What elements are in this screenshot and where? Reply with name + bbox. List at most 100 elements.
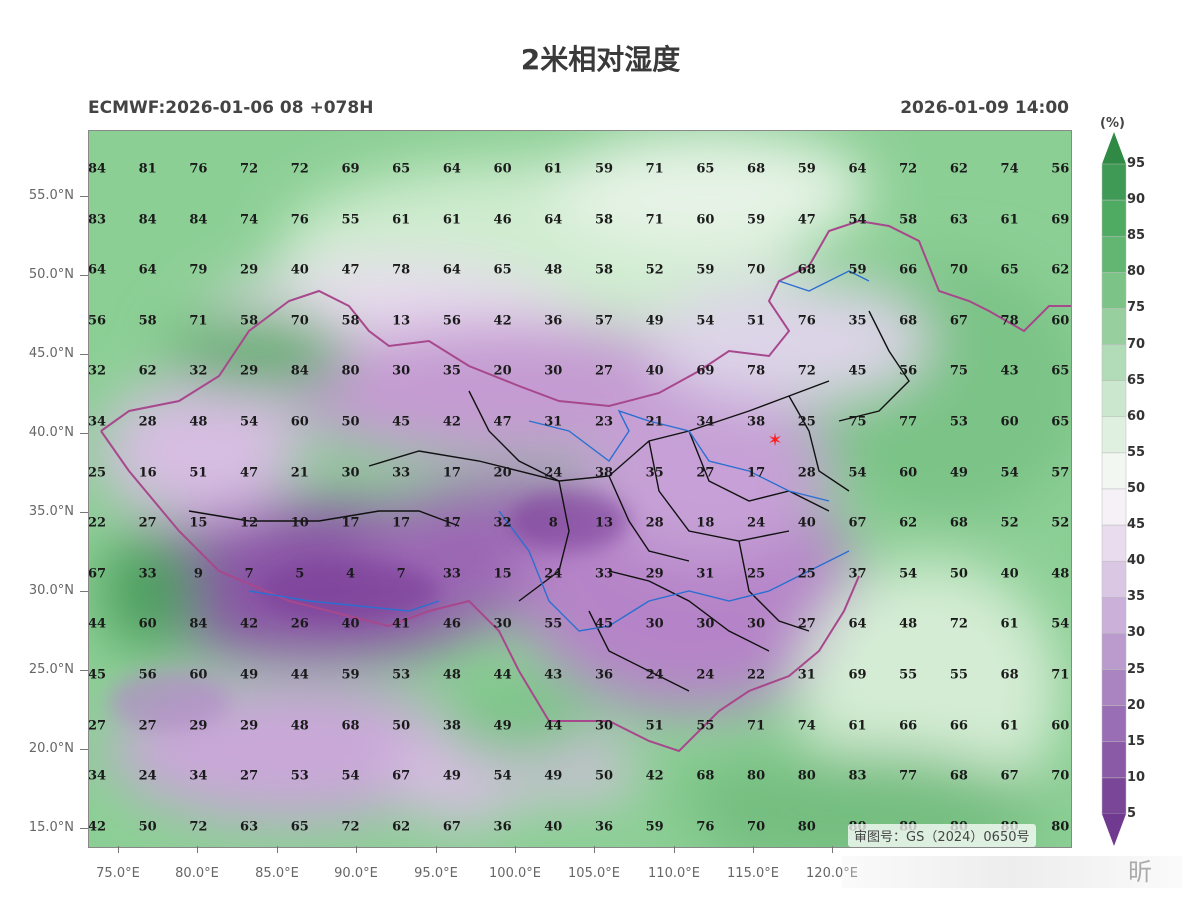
grid-value: 27 [138,718,157,734]
grid-value: 35 [848,313,867,329]
grid-value: 51 [645,718,664,734]
grid-value: 51 [747,313,766,329]
colorbar-tick-label: 90 [1127,192,1146,208]
grid-value: 31 [696,566,715,582]
grid-value: 65 [696,161,715,177]
grid-value: 69 [848,667,867,683]
grid-value: 71 [747,718,766,734]
grid-value: 64 [442,262,461,278]
grid-value: 45 [392,414,411,430]
grid-value: 17 [341,515,360,531]
grid-value: 12 [240,515,259,531]
grid-value: 13 [594,515,614,531]
colorbar-tick-label: 30 [1127,625,1146,641]
grid-value: 30 [696,616,715,632]
grid-value: 42 [493,313,512,329]
grid-value: 48 [544,262,563,278]
longitude-tick-label: 85.0°E [255,866,299,881]
grid-value: 65 [493,262,512,278]
grid-value: 65 [1000,262,1019,278]
grid-value: 30 [341,465,360,481]
longitude-tick-label: 90.0°E [334,866,378,881]
grid-value: 22 [747,667,766,683]
grid-value: 56 [442,313,461,329]
grid-value: 69 [341,161,360,177]
grid-value: 18 [696,515,715,531]
grid-value: 68 [797,262,816,278]
grid-value: 55 [696,718,715,734]
grid-value: 40 [290,262,309,278]
grid-value: 32 [88,363,107,379]
latitude-tick-mark [80,275,88,276]
grid-value: 50 [949,566,968,582]
colorbar-top-arrow [1102,132,1126,164]
grid-value: 49 [240,667,259,683]
longitude-tick-mark [594,846,595,853]
grid-value: 49 [645,313,664,329]
grid-value: 62 [949,161,968,177]
colorbar-tick-label: 95 [1127,156,1146,171]
grid-value: 54 [848,212,867,228]
grid-value: 83 [88,212,107,228]
grid-value: 30 [594,718,614,734]
grid-value: 72 [341,819,360,835]
longitude-tick-mark [356,846,357,853]
grid-value: 71 [645,212,664,228]
latitude-tick-mark [80,354,88,355]
grid-value: 34 [189,768,208,784]
grid-value: 25 [797,566,816,582]
grid-value: 40 [1000,566,1019,582]
grid-value: 55 [544,616,563,632]
grid-value: 49 [949,465,968,481]
grid-value: 64 [848,161,867,177]
latitude-tick-mark [80,828,88,829]
grid-value: 84 [290,363,309,379]
grid-value: 72 [290,161,309,177]
grid-value: 80 [341,363,360,379]
grid-value: 62 [138,363,157,379]
grid-value: 44 [544,718,563,734]
grid-value: 27 [88,718,107,734]
grid-value: 25 [88,465,107,481]
colorbar-segment [1101,272,1127,309]
grid-value: 71 [645,161,664,177]
longitude-tick-mark [118,846,119,853]
grid-value: 58 [594,212,614,228]
grid-value: 84 [138,212,157,228]
longitude-tick-label: 100.0°E [489,866,541,881]
map-background: ✶ [89,131,1071,847]
grid-value: 29 [645,566,664,582]
grid-value: 46 [493,212,512,228]
grid-value: 28 [797,465,816,481]
grid-value: 31 [797,667,816,683]
colorbar-segment [1101,560,1127,598]
grid-value: 35 [442,363,461,379]
grid-value: 47 [797,212,816,228]
grid-value: 68 [949,515,968,531]
grid-value: 61 [848,718,867,734]
colorbar-tick-label: 65 [1127,372,1146,388]
longitude-tick-mark [515,846,516,853]
grid-value: 50 [341,414,360,430]
colorbar-segment [1101,488,1127,526]
grid-value: 61 [1000,718,1019,734]
colorbar-segment [1101,524,1127,562]
latitude-tick-label: 40.0°N [28,425,74,440]
grid-value: 42 [442,414,461,430]
grid-value: 75 [949,363,968,379]
grid-value: 67 [88,566,107,582]
longitude-tick-mark [277,846,278,853]
grid-value: 84 [88,161,107,177]
overlay-text: 昕 [1128,858,1152,886]
grid-value: 40 [544,819,563,835]
grid-value: 76 [797,313,816,329]
grid-value: 27 [240,768,259,784]
longitude-tick-label: 105.0°E [568,866,620,881]
grid-value: 64 [544,212,563,228]
grid-value: 51 [189,465,208,481]
grid-value: 77 [899,414,918,430]
grid-value: 59 [341,667,360,683]
colorbar-tick-label: 60 [1127,408,1146,424]
latitude-tick-label: 15.0°N [28,820,74,835]
humidity-map: ✶ 84 81 76 72 72 69 65 64 60 61 59 71 65 68 59 64 72 62 74… [88,130,1072,848]
